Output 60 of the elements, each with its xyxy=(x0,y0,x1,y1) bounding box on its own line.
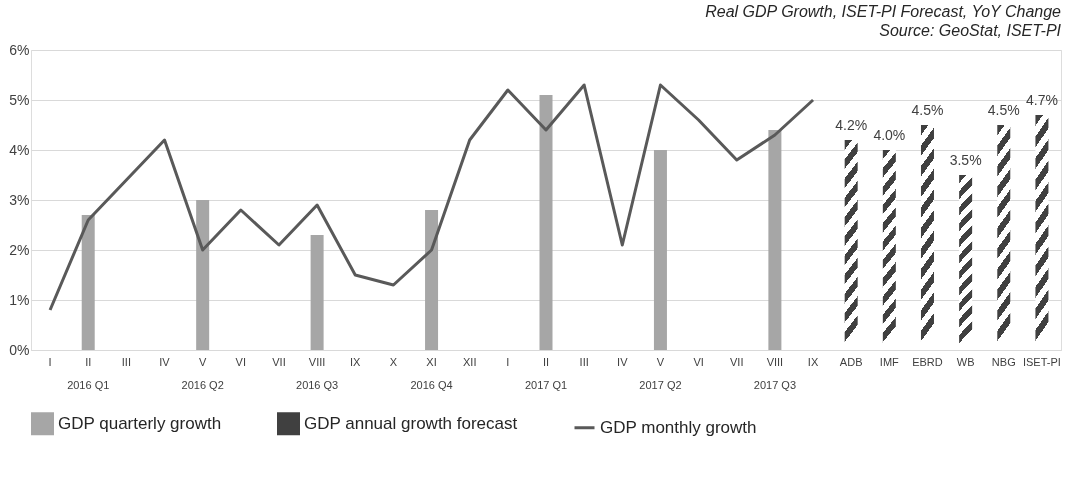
x-tick-label: ISET-PI xyxy=(1022,355,1061,368)
x-tick-label: WB xyxy=(956,355,975,368)
bar xyxy=(310,235,324,350)
x-tick-label: V xyxy=(656,355,665,368)
x-tick-label: IX xyxy=(350,355,362,368)
bar xyxy=(768,130,782,350)
x-tick-label: IMF xyxy=(879,355,900,368)
x-tick-label: V xyxy=(198,355,207,368)
x-tick-label: I xyxy=(506,355,510,368)
x-tick-label: IV xyxy=(159,355,171,368)
data-label: 4.5% xyxy=(987,102,1020,118)
text: 2016 Q2 xyxy=(181,379,224,391)
legend-label: GDP quarterly growth xyxy=(58,413,222,433)
x-tick-label: VI xyxy=(235,355,247,368)
source-note: Source: GeoStat, ISET-PI xyxy=(879,22,1062,39)
bar xyxy=(196,200,210,350)
x-tick-label: VIII xyxy=(766,355,784,368)
data-label: 4.2% xyxy=(835,117,868,133)
data-label: 3.5% xyxy=(949,152,982,168)
y-tick-label: 3% xyxy=(9,191,30,208)
x-tick-label: IX xyxy=(807,355,819,368)
text: 2016 Q4 xyxy=(410,379,453,391)
y-tick-label: 6% xyxy=(9,41,30,58)
text: 2017 Q3 xyxy=(753,379,796,391)
x-tick-label: VI xyxy=(693,355,704,368)
line-series xyxy=(48,83,815,312)
legend-label: GDP annual growth forecast xyxy=(304,413,518,433)
bar xyxy=(653,150,667,350)
text: 2017 Q2 xyxy=(639,379,682,391)
text: 2017 Q1 xyxy=(524,379,568,391)
x-tick-label: I xyxy=(48,355,52,368)
bar xyxy=(81,215,95,350)
x-tick-label: NBG xyxy=(991,355,1016,368)
y-tick-label: 0% xyxy=(9,341,30,358)
x-tick-label: VIII xyxy=(308,355,326,368)
y-tick-label: 2% xyxy=(9,241,30,258)
data-label: 4.0% xyxy=(873,127,906,143)
x-tick-label: EBRD xyxy=(912,355,943,368)
x-tick-label: II xyxy=(542,355,550,368)
text: 2016 Q1 xyxy=(67,379,110,391)
data-label: 4.7% xyxy=(1025,92,1058,108)
x-tick-label: XII xyxy=(462,355,477,368)
x-tick-label: XI xyxy=(426,355,437,368)
x-tick-label: ADB xyxy=(839,355,863,368)
bar xyxy=(539,95,553,350)
x-tick-label: VII xyxy=(272,355,286,368)
x-tick-label: X xyxy=(389,355,398,368)
y-tick-label: 1% xyxy=(9,291,30,308)
text: 2016 Q3 xyxy=(296,379,339,391)
bar xyxy=(425,210,439,350)
y-tick-label: 4% xyxy=(9,141,30,158)
legend-label: GDP monthly growth xyxy=(600,417,757,437)
x-tick-label: IV xyxy=(617,355,629,368)
x-tick-label: II xyxy=(85,355,92,368)
chart-title: Real GDP Growth, ISET-PI Forecast, YoY Change xyxy=(705,3,1062,20)
x-tick-label: III xyxy=(121,355,131,368)
x-tick-label: III xyxy=(579,355,589,368)
data-label: 4.5% xyxy=(911,102,944,118)
x-tick-label: VII xyxy=(730,355,744,368)
y-tick-label: 5% xyxy=(9,91,30,108)
